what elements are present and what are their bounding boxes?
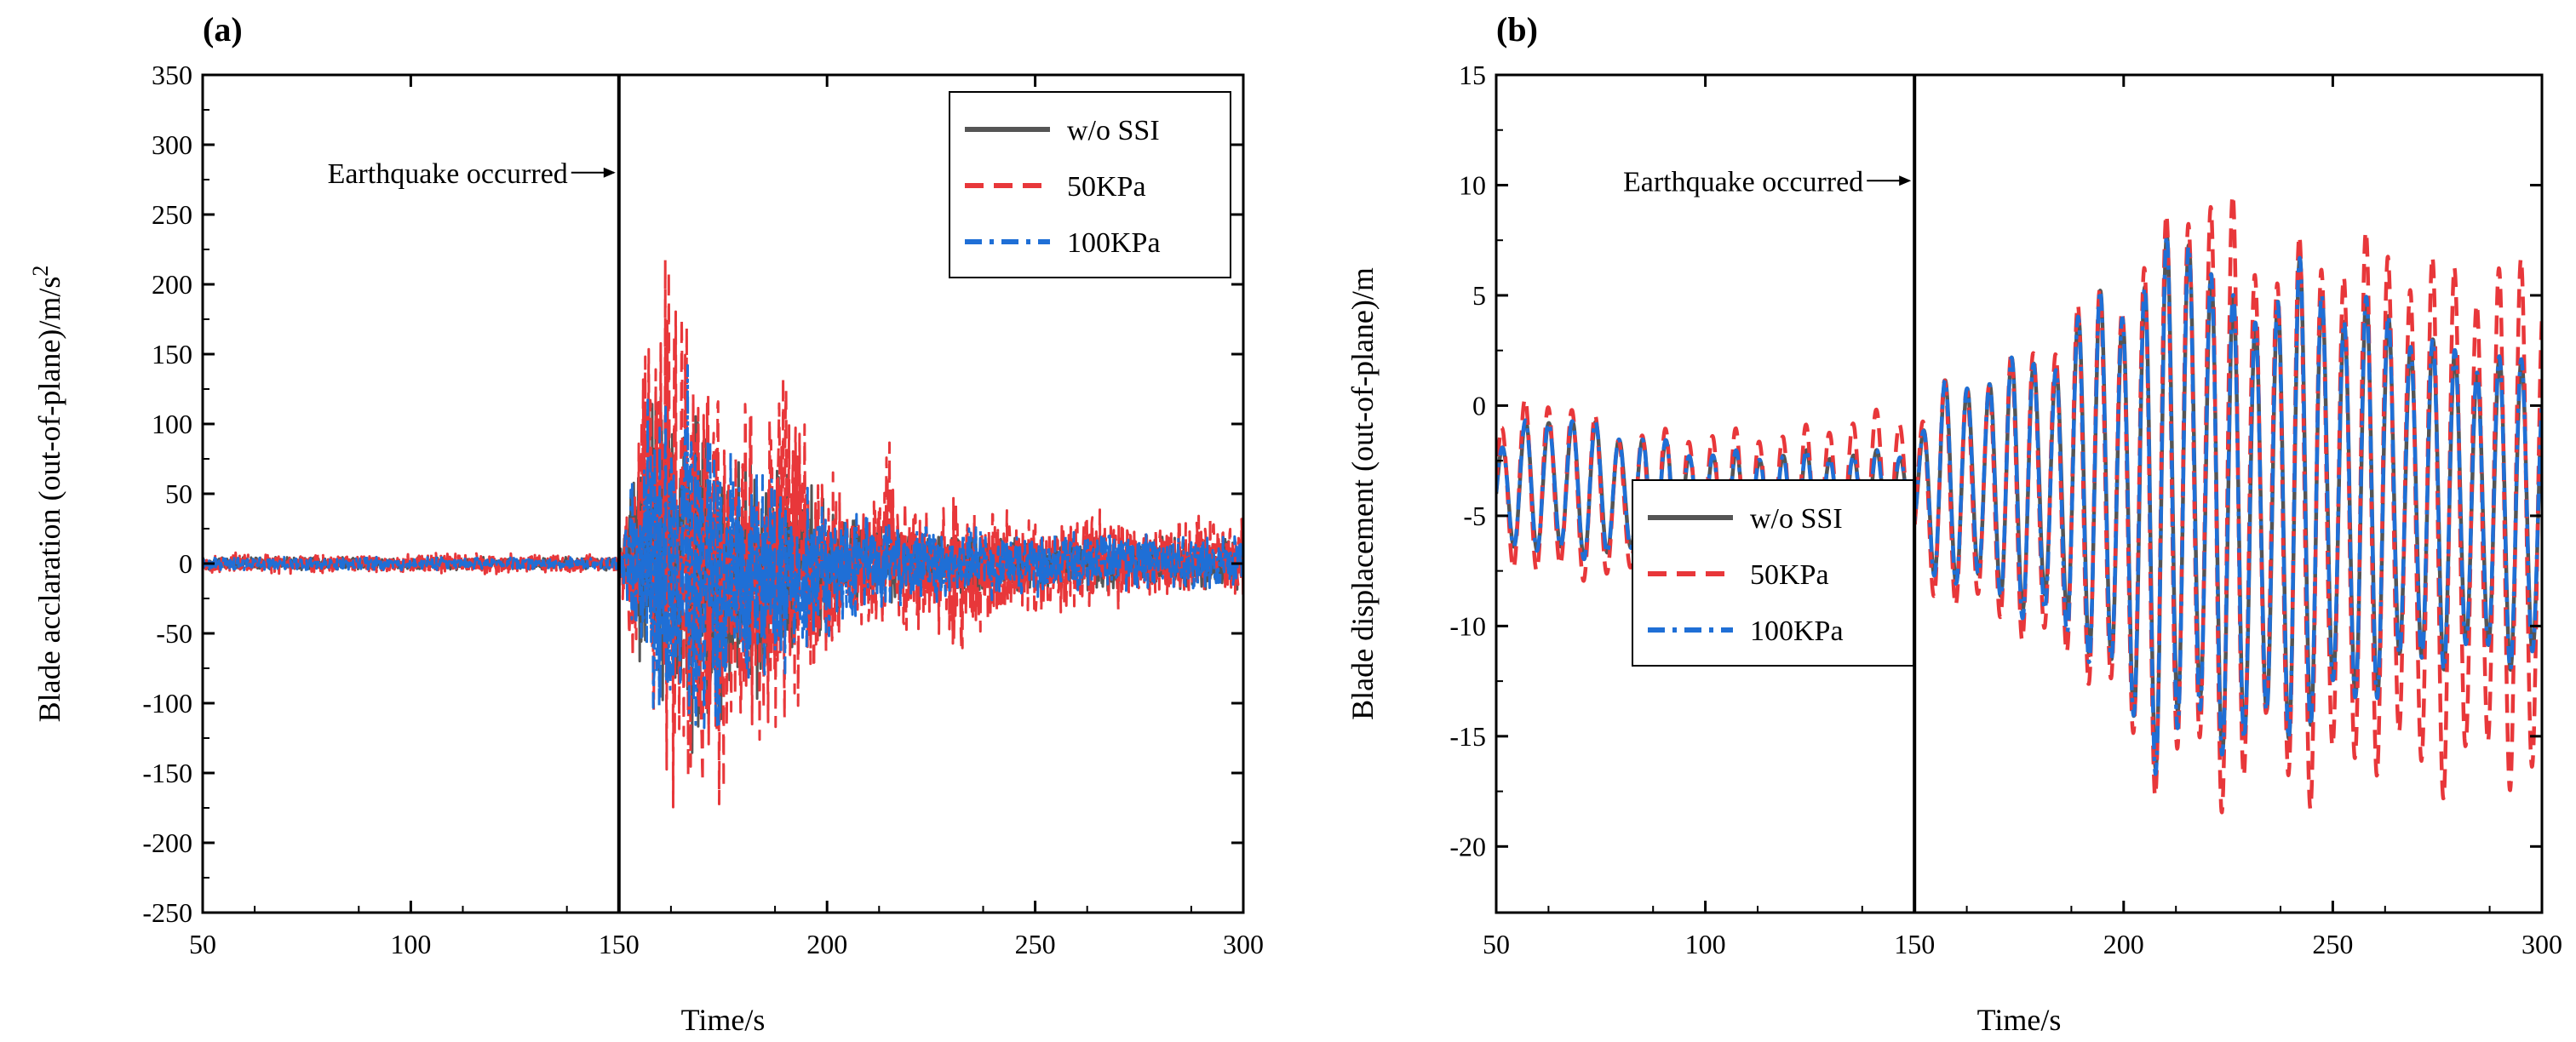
panel-label: (b) bbox=[1496, 10, 1538, 49]
y-tick-label: -5 bbox=[1463, 501, 1486, 531]
y-tick-label: 50 bbox=[165, 478, 192, 509]
plot-frame bbox=[1495, 73, 2544, 914]
y-tick-label: 0 bbox=[1472, 390, 1486, 421]
y-tick-label: -250 bbox=[142, 897, 192, 928]
chart-panel-a: 50 100 150 200 250 300 -250 -200 -150 -100 -50 0 50 1… bbox=[28, 10, 1264, 1037]
y-tick-label: -15 bbox=[1449, 721, 1486, 752]
x-axis-label: Time/s bbox=[1977, 1003, 2062, 1037]
y-tick-label: 250 bbox=[152, 199, 192, 230]
y-tick-label: -20 bbox=[1449, 831, 1486, 862]
y-tick-label: 350 bbox=[152, 60, 192, 90]
annotation-arrow-head bbox=[1899, 175, 1912, 186]
x-tick-label: 150 bbox=[599, 929, 640, 959]
x-tick-label: 250 bbox=[2312, 929, 2353, 959]
y-axis-label: Blade acclaration (out-of-plane)/m/s2 bbox=[28, 266, 66, 723]
annotation-text: Earthquake occurred bbox=[328, 158, 568, 190]
series-line-50kpa bbox=[203, 259, 1243, 809]
legend: w/o SSI 50KPa 100KPa bbox=[949, 91, 1231, 278]
x-tick-label: 200 bbox=[2103, 929, 2144, 959]
legend: w/o SSI 50KPa 100KPa bbox=[1632, 479, 1914, 667]
series-group bbox=[203, 259, 1243, 809]
x-tick-label: 250 bbox=[1015, 929, 1056, 959]
y-tick-label: 300 bbox=[152, 129, 192, 160]
x-tick-label: 200 bbox=[806, 929, 847, 959]
y-tick-label: 100 bbox=[152, 409, 192, 439]
y-tick-label: -200 bbox=[142, 827, 192, 858]
x-axis-label: Time/s bbox=[681, 1003, 766, 1037]
y-axis-label-superscript: 2 bbox=[28, 266, 53, 277]
legend-label: w/o SSI bbox=[1067, 115, 1160, 146]
y-tick-label: -150 bbox=[142, 758, 192, 788]
legend-label: 50KPa bbox=[1067, 171, 1146, 203]
legend-label: w/o SSI bbox=[1750, 503, 1843, 535]
y-tick-label: 150 bbox=[152, 339, 192, 369]
legend-label: 50KPa bbox=[1750, 559, 1829, 591]
y-tick-label: 0 bbox=[179, 548, 192, 579]
y-tick-label: -50 bbox=[156, 618, 192, 649]
y-tick-label: 200 bbox=[152, 269, 192, 300]
y-tick-label: -100 bbox=[142, 688, 192, 719]
y-tick-label: 10 bbox=[1459, 169, 1486, 200]
annotation-text: Earthquake occurred bbox=[1623, 166, 1863, 198]
x-tick-label: 150 bbox=[1894, 929, 1935, 959]
x-tick-label: 50 bbox=[1483, 929, 1510, 959]
x-tick-label: 300 bbox=[1223, 929, 1264, 959]
panel-label: (a) bbox=[203, 10, 243, 49]
x-tick-label: 100 bbox=[390, 929, 431, 959]
legend-label: 100KPa bbox=[1750, 615, 1844, 647]
y-tick-label: 5 bbox=[1472, 280, 1486, 311]
annotation-arrow-head bbox=[603, 167, 616, 178]
series-line-100kpa bbox=[203, 364, 1243, 730]
y-axis-label: Blade displacement (out-of-plane)/m bbox=[1345, 267, 1380, 720]
x-tick-label: 100 bbox=[1685, 929, 1726, 959]
x-tick-label: 50 bbox=[189, 929, 216, 959]
chart-panel-b: 50 100 150 200 250 300 -20 -15 -10 -5 0 5 10 15 Time/s… bbox=[1345, 10, 2562, 1037]
legend-label: 100KPa bbox=[1067, 227, 1161, 259]
x-tick-label: 300 bbox=[2521, 929, 2562, 959]
y-tick-label: 15 bbox=[1459, 60, 1486, 90]
y-tick-label: -10 bbox=[1449, 610, 1486, 641]
